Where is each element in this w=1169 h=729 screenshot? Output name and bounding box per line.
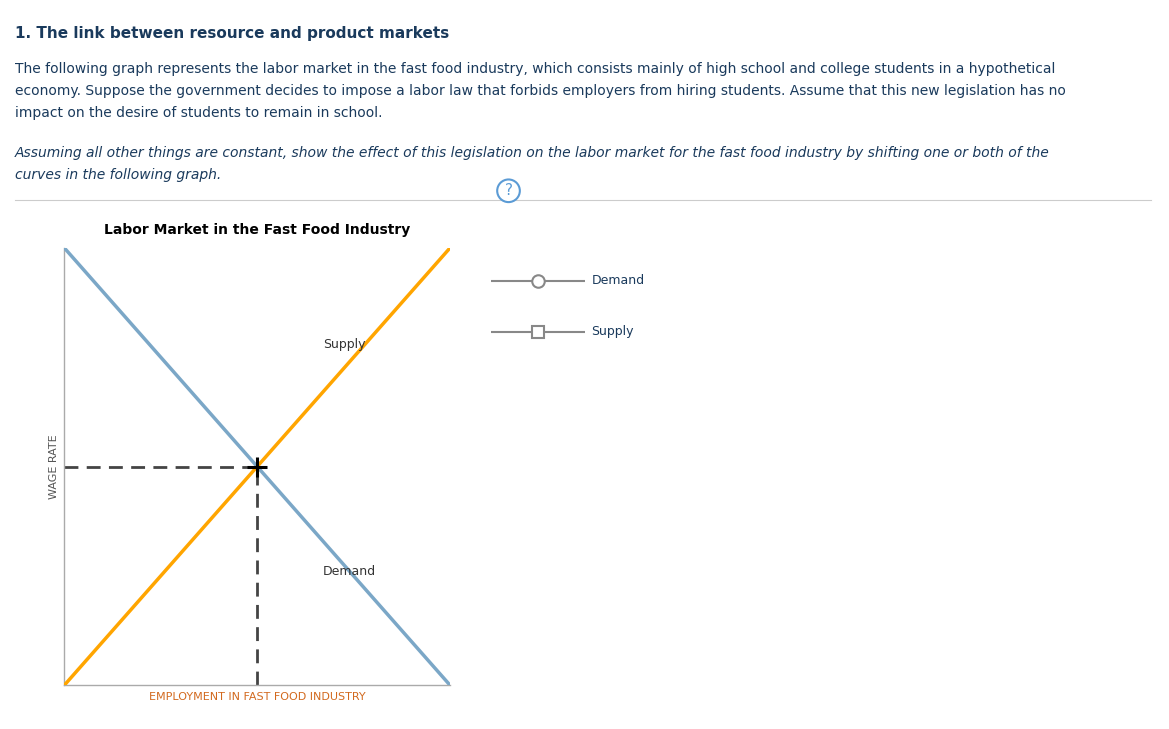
Text: Supply: Supply xyxy=(592,325,634,338)
Text: Demand: Demand xyxy=(323,565,376,578)
Text: Supply: Supply xyxy=(323,338,365,351)
Text: ?: ? xyxy=(505,183,512,198)
Text: economy. Suppose the government decides to impose a labor law that forbids emplo: economy. Suppose the government decides … xyxy=(15,84,1066,98)
Text: Demand: Demand xyxy=(592,274,644,287)
Text: 1. The link between resource and product markets: 1. The link between resource and product… xyxy=(15,26,449,41)
Text: impact on the desire of students to remain in school.: impact on the desire of students to rema… xyxy=(15,106,382,120)
Text: The following graph represents the labor market in the fast food industry, which: The following graph represents the labor… xyxy=(15,62,1056,76)
Y-axis label: WAGE RATE: WAGE RATE xyxy=(49,434,58,499)
Title: Labor Market in the Fast Food Industry: Labor Market in the Fast Food Industry xyxy=(104,223,410,237)
X-axis label: EMPLOYMENT IN FAST FOOD INDUSTRY: EMPLOYMENT IN FAST FOOD INDUSTRY xyxy=(148,693,366,702)
Text: Assuming all other things are constant, show the effect of this legislation on t: Assuming all other things are constant, … xyxy=(15,146,1050,160)
Text: curves in the following graph.: curves in the following graph. xyxy=(15,168,221,182)
